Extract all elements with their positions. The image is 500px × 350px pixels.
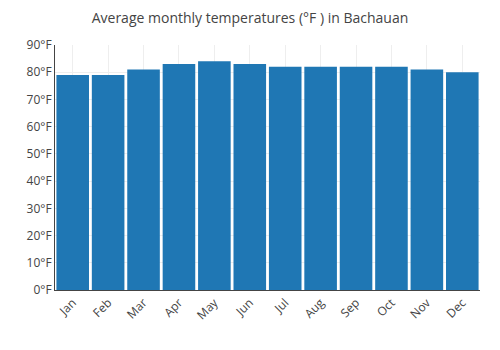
svg-text:Mar: Mar [123,294,151,322]
svg-text:Jan: Jan [55,294,80,319]
svg-text:Dec: Dec [442,294,469,321]
svg-text:90°F: 90°F [27,36,52,53]
svg-text:Jun: Jun [231,294,256,319]
svg-text:60°F: 60°F [27,118,52,135]
svg-text:20°F: 20°F [27,227,52,244]
svg-text:Average monthly temperatures (: Average monthly temperatures (°F ) in Ba… [92,8,409,27]
svg-text:Nov: Nov [406,294,434,322]
svg-text:May: May [193,294,222,323]
svg-text:Oct: Oct [373,294,399,320]
svg-text:Feb: Feb [89,294,115,320]
svg-text:0°F: 0°F [33,281,51,298]
svg-text:70°F: 70°F [27,91,52,108]
svg-text:30°F: 30°F [27,200,52,217]
svg-text:80°F: 80°F [27,63,52,80]
svg-text:Aug: Aug [300,294,328,322]
svg-text:Jul: Jul [270,294,292,316]
svg-text:Apr: Apr [160,294,186,320]
svg-text:10°F: 10°F [27,254,52,271]
svg-text:40°F: 40°F [27,172,52,189]
svg-text:50°F: 50°F [27,145,52,162]
svg-text:Sep: Sep [336,294,363,321]
